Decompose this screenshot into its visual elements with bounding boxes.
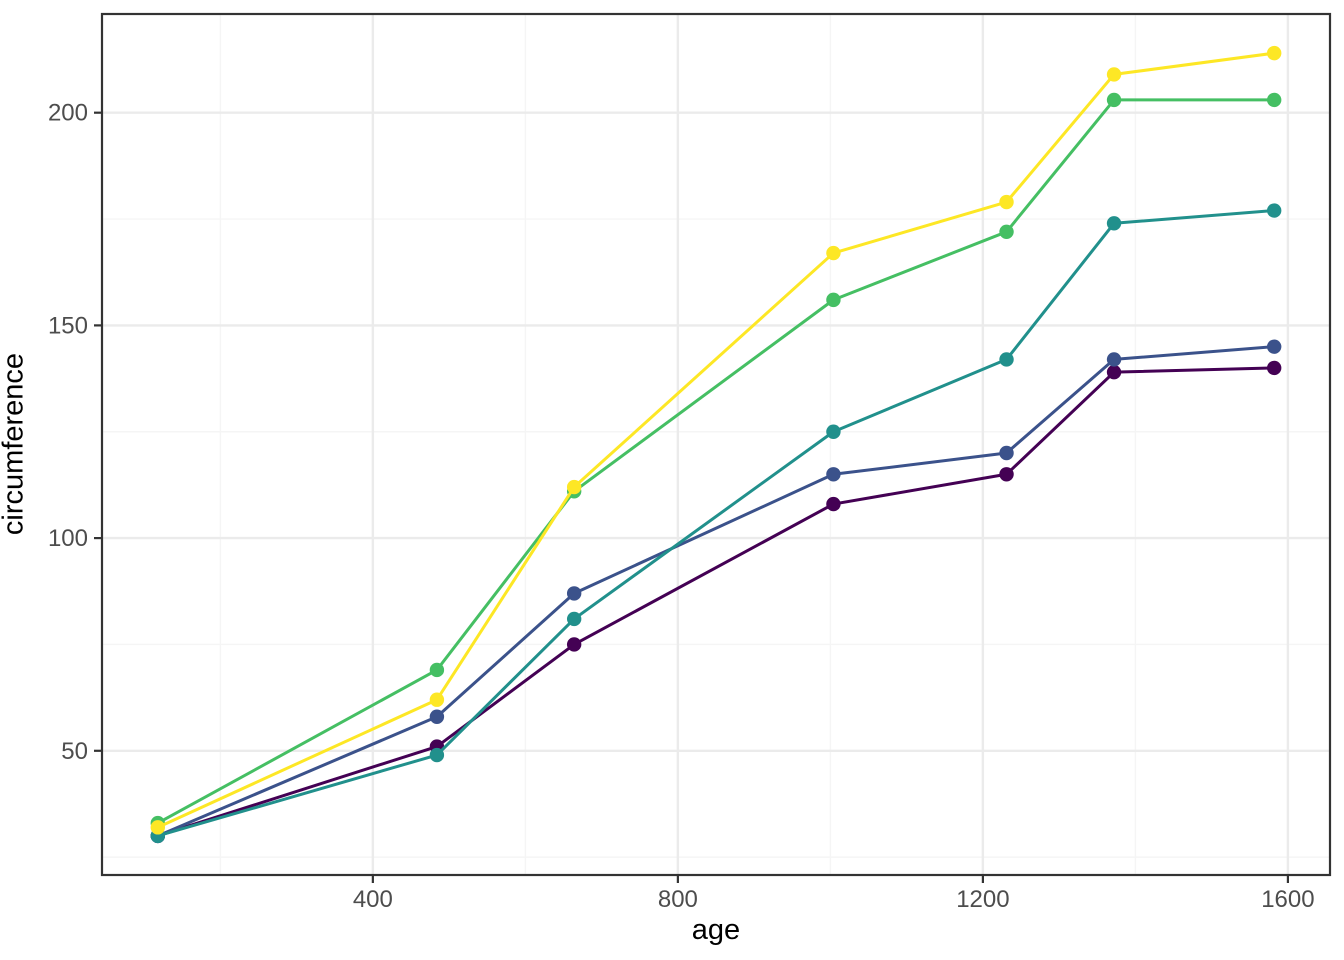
panel-background: [102, 14, 1330, 875]
blue-line-point: [999, 445, 1014, 461]
x-axis-title: age: [691, 914, 741, 946]
yellow-line-point: [566, 479, 582, 495]
x-tick-label: 1600: [1261, 886, 1314, 913]
yellow-line-point: [150, 820, 166, 835]
y-tick-label: 100: [48, 525, 88, 552]
x-tick-label: 400: [353, 886, 393, 913]
green-line-point: [999, 224, 1014, 240]
purple-line-point: [1266, 360, 1282, 376]
panel-border: [100, 12, 1332, 877]
green-line-point: [1266, 92, 1282, 108]
yellow-line-point: [1266, 45, 1282, 61]
teal-line-point: [429, 747, 445, 763]
purple-line-point: [1106, 364, 1122, 380]
y-tick-label: 150: [48, 312, 88, 339]
teal-line-point: [566, 611, 582, 627]
green-line-point: [429, 662, 445, 678]
blue-line-point: [566, 586, 582, 601]
x-tick-label: 1200: [956, 886, 1009, 913]
y-tick-label: 200: [48, 100, 88, 127]
blue-line-point: [1106, 352, 1122, 367]
purple-line-point: [566, 637, 582, 652]
purple-line-point: [826, 496, 841, 512]
y-tick-label: 50: [61, 738, 88, 765]
x-tick-label: 800: [658, 886, 698, 913]
y-axis-title: circumference: [0, 352, 30, 536]
green-line-point: [826, 292, 841, 308]
teal-line-point: [826, 424, 841, 439]
yellow-line-point: [1106, 67, 1122, 82]
blue-line-point: [1266, 339, 1282, 354]
teal-line-point: [999, 352, 1014, 367]
green-line-point: [1106, 92, 1122, 108]
teal-line-point: [1266, 203, 1282, 218]
blue-line-point: [429, 709, 445, 724]
yellow-line-point: [999, 194, 1014, 210]
yellow-line-point: [429, 692, 445, 707]
blue-line-point: [826, 467, 841, 482]
purple-line-point: [999, 467, 1014, 482]
teal-line-point: [1106, 216, 1122, 231]
yellow-line-point: [826, 245, 841, 261]
